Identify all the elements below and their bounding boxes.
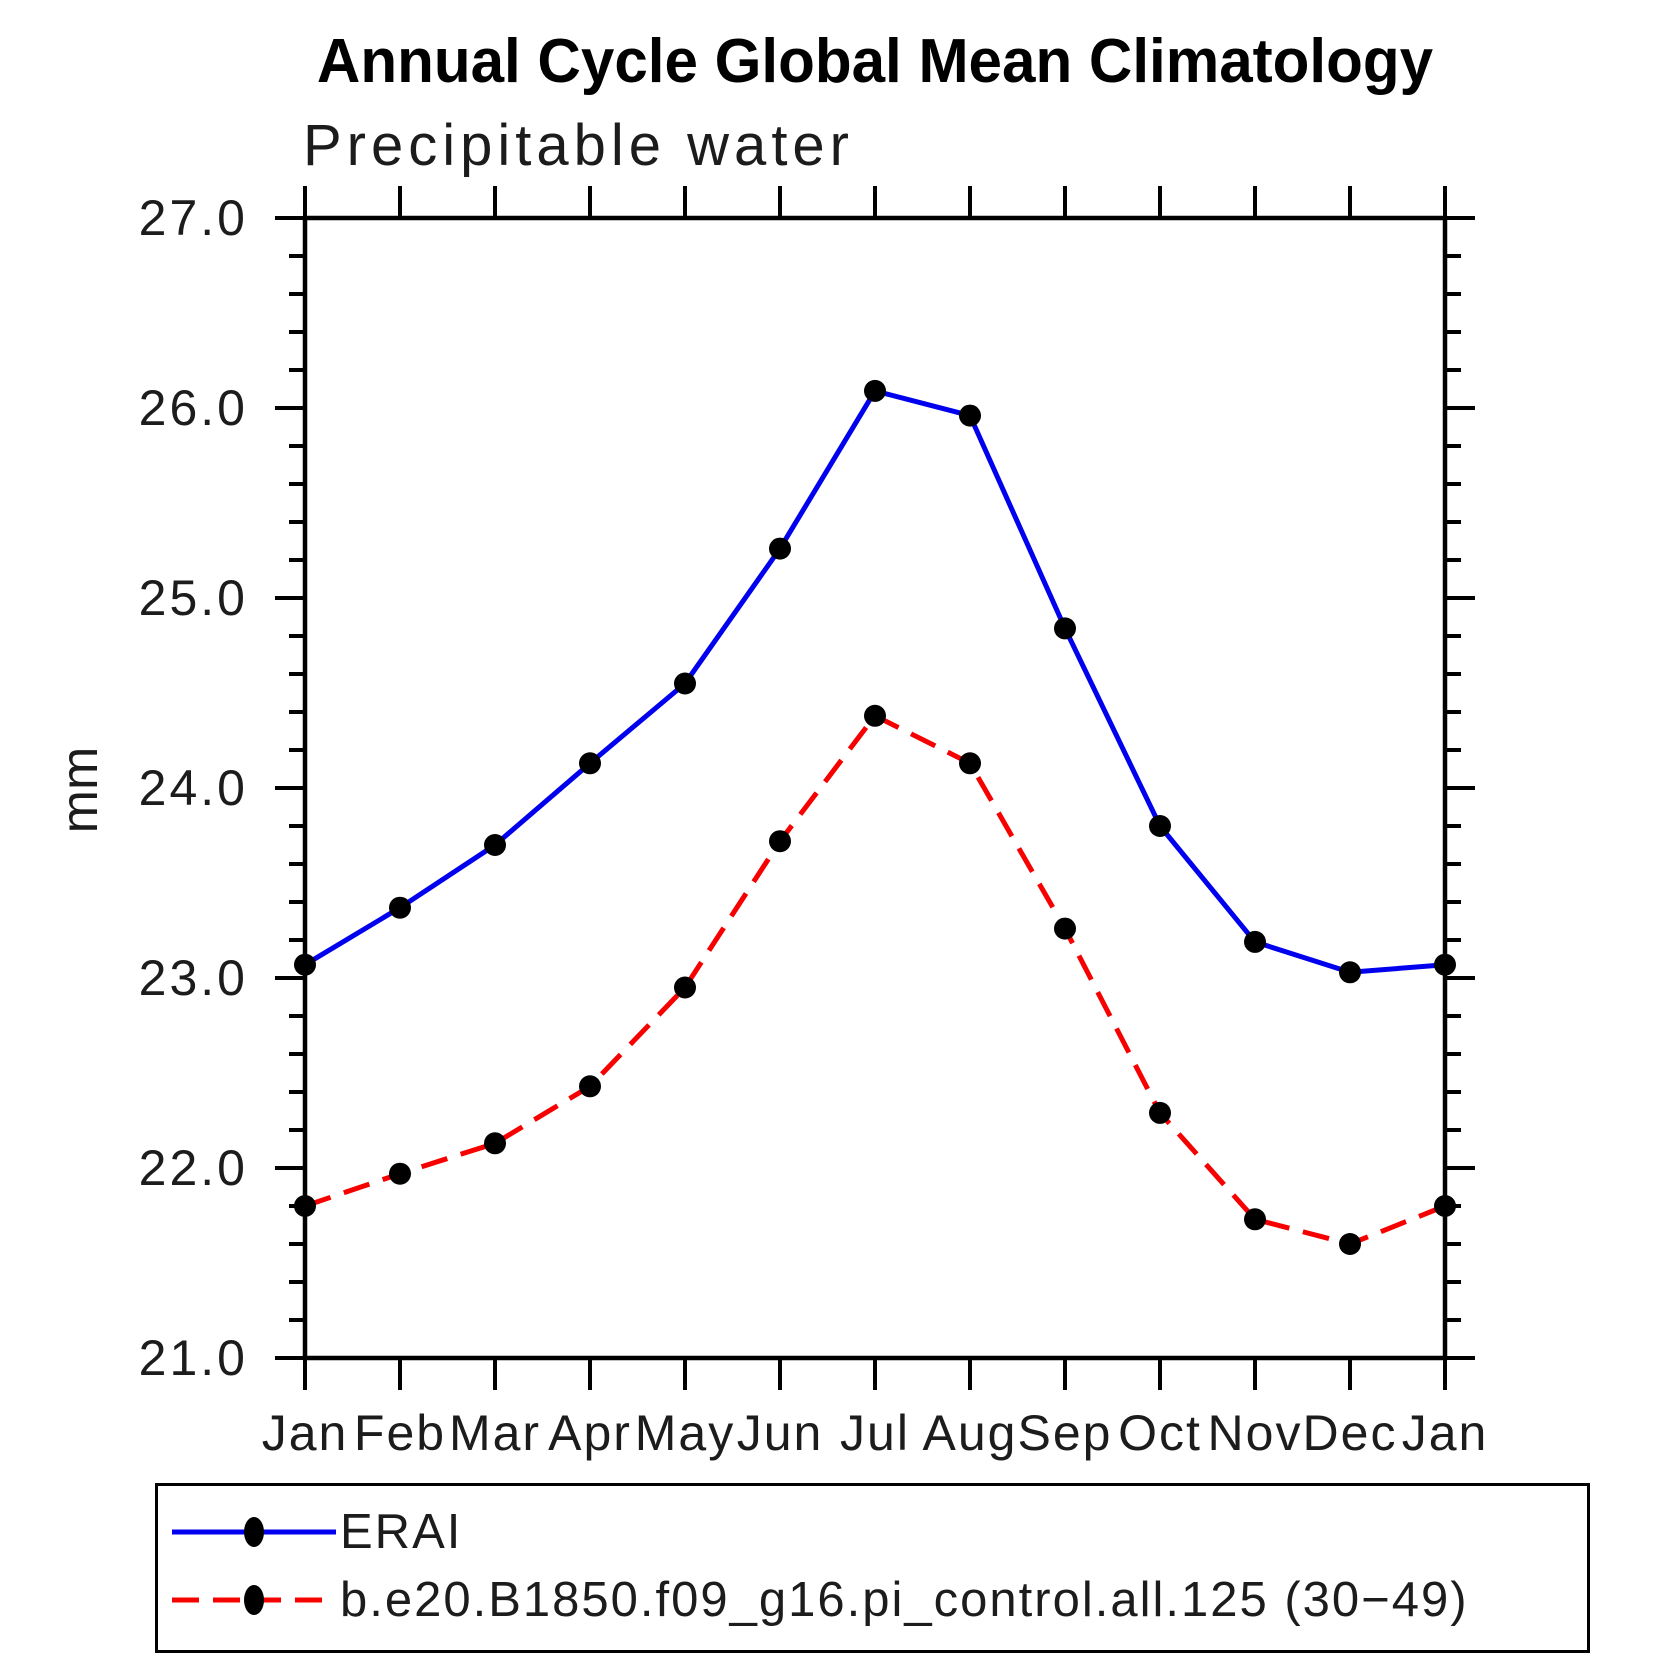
data-point-marker bbox=[864, 379, 886, 402]
x-tick-label: Jan bbox=[262, 1405, 349, 1461]
series-line-1 bbox=[304, 713, 1446, 1247]
legend-label-erai: ERAI bbox=[340, 1505, 463, 1559]
data-point-marker bbox=[484, 834, 506, 856]
x-tick-label: Jul bbox=[840, 1405, 910, 1461]
chart-subtitle: Precipitable water bbox=[303, 113, 854, 178]
y-tick-label: 23.0 bbox=[139, 950, 248, 1006]
data-point-marker bbox=[1054, 917, 1076, 940]
data-point-marker bbox=[1339, 1233, 1361, 1255]
data-point-marker bbox=[1149, 815, 1171, 837]
series-line-0 bbox=[303, 388, 1446, 975]
data-point-marker bbox=[294, 953, 316, 976]
legend-marker-dot bbox=[244, 1585, 264, 1615]
x-tick-label: May bbox=[635, 1405, 735, 1461]
x-tick-label: Sep bbox=[1018, 1405, 1113, 1461]
y-tick-label: 22.0 bbox=[139, 1140, 248, 1196]
data-point-marker bbox=[389, 1162, 411, 1185]
data-point-marker bbox=[1244, 1208, 1266, 1231]
x-tick-label: Dec bbox=[1303, 1405, 1398, 1461]
data-point-marker bbox=[959, 404, 981, 427]
x-tick-label: Apr bbox=[548, 1405, 632, 1461]
chart-title: Annual Cycle Global Mean Climatology bbox=[316, 27, 1434, 96]
data-point-marker bbox=[1244, 930, 1266, 953]
data-point-marker bbox=[1339, 961, 1361, 984]
legend: ERAI b.e20.B1850.f09_g16.pi_control.all.… bbox=[155, 1483, 1590, 1653]
legend-line-sample-solid bbox=[172, 1517, 336, 1547]
x-tick-label: Aug bbox=[923, 1405, 1018, 1461]
y-tick-label: 25.0 bbox=[139, 570, 248, 626]
data-point-marker bbox=[294, 1195, 316, 1217]
legend-marker-dot bbox=[244, 1517, 264, 1547]
legend-line-sample-dashed bbox=[172, 1585, 336, 1615]
y-tick-label: 21.0 bbox=[139, 1330, 248, 1386]
data-point-marker bbox=[1434, 1195, 1456, 1217]
x-tick-label: Oct bbox=[1118, 1405, 1202, 1461]
y-tick-label: 27.0 bbox=[139, 190, 248, 246]
data-point-marker bbox=[1434, 953, 1456, 976]
data-point-marker bbox=[579, 1075, 601, 1098]
data-point-marker bbox=[769, 830, 791, 853]
y-tick-label: 26.0 bbox=[139, 380, 248, 436]
y-tick-label: 24.0 bbox=[139, 760, 248, 816]
data-point-marker bbox=[389, 896, 411, 919]
x-tick-label: Jun bbox=[737, 1405, 824, 1461]
data-point-marker bbox=[1149, 1101, 1171, 1124]
data-point-marker bbox=[674, 976, 696, 999]
x-tick-label: Jan bbox=[1402, 1405, 1489, 1461]
legend-label-model: b.e20.B1850.f09_g16.pi_control.all.125 (… bbox=[340, 1573, 1469, 1627]
x-tick-label: Mar bbox=[449, 1405, 541, 1461]
legend-entry-model: b.e20.B1850.f09_g16.pi_control.all.125 (… bbox=[168, 1573, 1469, 1627]
data-point-marker bbox=[864, 704, 886, 727]
data-point-marker bbox=[674, 672, 696, 695]
data-point-marker bbox=[579, 752, 601, 775]
data-point-marker bbox=[484, 1132, 506, 1155]
x-tick-label: Feb bbox=[354, 1405, 446, 1461]
data-point-marker bbox=[959, 752, 981, 775]
x-tick-label: Nov bbox=[1208, 1405, 1303, 1461]
legend-entry-erai: ERAI bbox=[168, 1505, 463, 1559]
data-point-marker bbox=[769, 537, 791, 560]
data-point-marker bbox=[1054, 617, 1076, 640]
